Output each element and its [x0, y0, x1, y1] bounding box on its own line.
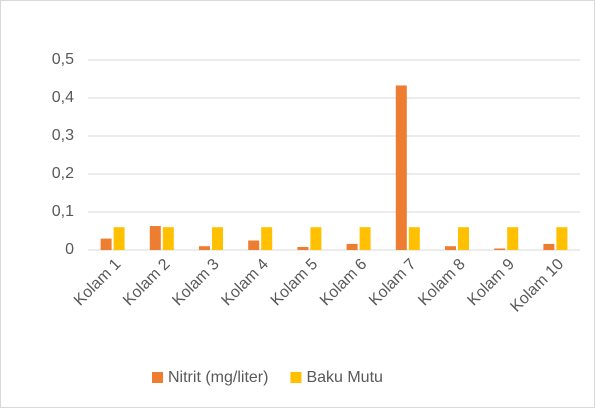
bar [199, 246, 210, 250]
legend-swatch [290, 372, 302, 383]
bar [100, 238, 112, 250]
bar [310, 227, 322, 250]
legend-label: Baku Mutu [306, 369, 382, 386]
y-tick-label: 0,3 [52, 127, 74, 144]
bar [113, 227, 125, 250]
bar [556, 227, 568, 250]
y-tick-label: 0,4 [52, 89, 74, 106]
bar [543, 243, 555, 250]
y-tick-label: 0,1 [52, 203, 74, 220]
bar [212, 227, 223, 250]
legend-swatch [152, 372, 163, 383]
bar [261, 227, 273, 250]
bar [346, 243, 358, 250]
bar [445, 246, 456, 250]
y-tick-label: 0,5 [52, 51, 74, 68]
bar [395, 85, 407, 251]
bar [494, 248, 506, 250]
bar [162, 227, 174, 250]
bar [149, 226, 161, 250]
bar [297, 246, 309, 250]
bar [248, 240, 260, 250]
bar [458, 227, 469, 250]
legend-label: Nitrit (mg/liter) [168, 369, 268, 386]
bar [507, 227, 519, 250]
y-tick-label: 0,2 [52, 165, 74, 182]
y-tick-label: 0 [65, 241, 74, 258]
bar [359, 227, 371, 250]
bar [408, 227, 420, 250]
